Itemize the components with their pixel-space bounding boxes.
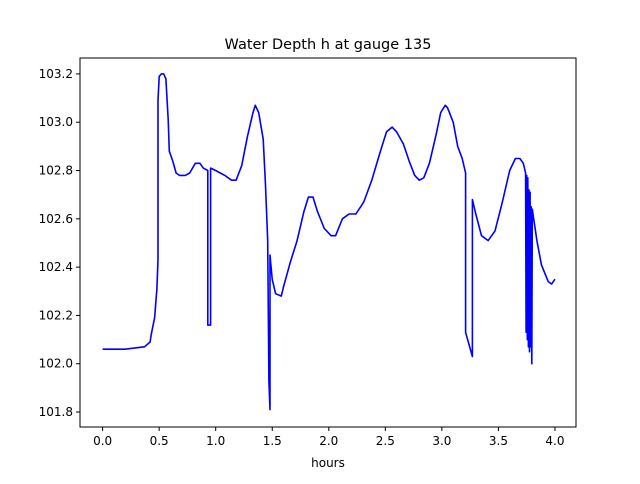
y-tick-label: 101.8	[39, 405, 73, 419]
chart-title: Water Depth h at gauge 135	[225, 37, 432, 53]
x-tick-label: 3.0	[432, 434, 451, 448]
series-line-h	[102, 73, 556, 411]
axes-frame	[79, 57, 577, 428]
y-tick-label: 103.0	[39, 115, 73, 129]
y-tick-label: 102.8	[39, 164, 73, 178]
x-tick-label: 1.0	[206, 434, 225, 448]
x-axis-label: hours	[311, 456, 345, 470]
x-tick-label: 0.5	[150, 434, 169, 448]
y-tick-label: 102.2	[39, 308, 73, 322]
x-tick-label: 0.0	[93, 434, 112, 448]
y-tick-label: 102.4	[39, 260, 73, 274]
y-tick-label: 103.2	[39, 67, 73, 81]
x-tick-label: 2.5	[376, 434, 395, 448]
x-tick-label: 1.5	[263, 434, 282, 448]
x-tick-label: 3.5	[489, 434, 508, 448]
x-tick-label: 4.0	[545, 434, 564, 448]
y-tick-label: 102.0	[39, 357, 73, 371]
x-tick-label: 2.0	[319, 434, 338, 448]
y-tick-label: 102.6	[39, 212, 73, 226]
